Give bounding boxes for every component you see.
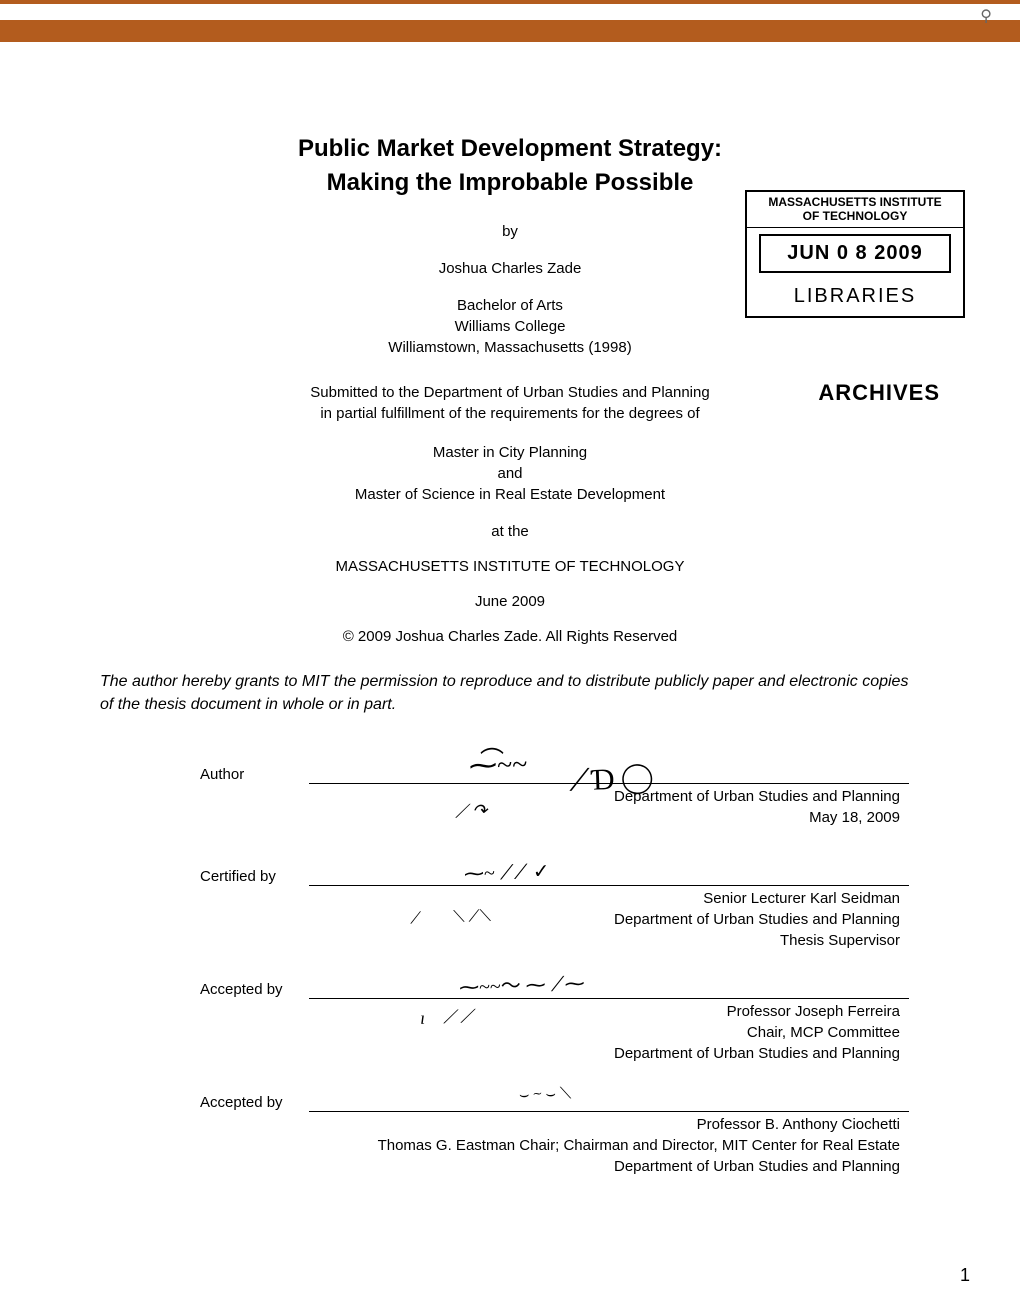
accepted2-signature-block: Accepted by ⌣ ⁓ ⌣ ⟍ Professor B. Anthony… [200, 1094, 920, 1177]
stamp-header-line2: OF TECHNOLOGY [752, 209, 958, 223]
certified-dept: Department of Urban Studies and Planning [200, 909, 900, 930]
credential-line3: Williamstown, Massachusetts (1998) [100, 337, 920, 358]
signatures-section: ⌒ Author ⁓~~ ⟋Ɗ ◯ ⟋ ↷ Department of Urba… [100, 766, 920, 1177]
handwriting-icon: ⁓~~ [469, 747, 528, 783]
certified-name: Senior Lecturer Karl Seidman [200, 888, 900, 909]
degree-text: Master in City Planning and Master of Sc… [100, 442, 920, 505]
stamp-header: MASSACHUSETTS INSTITUTE OF TECHNOLOGY [747, 192, 963, 228]
submission-line1: Submitted to the Department of Urban Stu… [100, 382, 920, 403]
certified-signature-line: ⁓~ ⟋⟋ ✓ [309, 868, 909, 886]
accepted1-dept: Department of Urban Studies and Planning [200, 1043, 900, 1064]
stamp-libraries: LIBRARIES [747, 279, 963, 316]
certified-role: Thesis Supervisor [200, 930, 900, 951]
accepted2-title: Thomas G. Eastman Chair; Chairman and Di… [200, 1135, 900, 1156]
author-signature-details: Department of Urban Studies and Planning… [200, 786, 920, 828]
credential-line2: Williams College [100, 316, 920, 337]
title-line1: Public Market Development Strategy: [100, 132, 920, 166]
accepted2-label: Accepted by [200, 1094, 305, 1111]
handwriting-icon: ⟋ ⟍ ⟋⟍ [410, 902, 492, 929]
accepted1-name: Professor Joseph Ferreira [200, 1001, 900, 1022]
top-divider [0, 0, 1020, 4]
handwriting-icon: ⁓~ ⟋⟋ ✓ [464, 858, 550, 886]
institution: MASSACHUSETTS INSTITUTE OF TECHNOLOGY [100, 558, 920, 575]
at-the: at the [100, 523, 920, 540]
accepted2-signature-line: ⌣ ⁓ ⌣ ⟍ [309, 1094, 909, 1112]
author-label: Author [200, 766, 305, 783]
certified-signature-block: Certified by ⁓~ ⟋⟋ ✓ ⟋ ⟍ ⟋⟍ Senior Lectu… [200, 868, 920, 951]
handwriting-icon: ⟋Ɗ ◯ [569, 762, 654, 799]
author-signature-line: ⁓~~ ⟋Ɗ ◯ [309, 766, 909, 784]
certified-label: Certified by [200, 868, 305, 885]
permission-statement: The author hereby grants to MIT the perm… [100, 671, 920, 716]
accepted2-signature-details: Professor B. Anthony Ciochetti Thomas G.… [200, 1114, 920, 1177]
accepted2-dept: Department of Urban Studies and Planning [200, 1156, 900, 1177]
handwriting-icon: ⟋ ↷ [455, 800, 488, 822]
orange-band [0, 20, 1020, 42]
handwriting-icon: ⌣ ⁓ ⌣ ⟍ [519, 1085, 572, 1105]
degree-line3: Master of Science in Real Estate Develop… [100, 484, 920, 505]
author-signature-block: ⌒ Author ⁓~~ ⟋Ɗ ◯ ⟋ ↷ Department of Urba… [200, 766, 920, 828]
stamp-date: JUN 0 8 2009 [759, 234, 951, 273]
degree-line2: and [100, 463, 920, 484]
submission-text: Submitted to the Department of Urban Stu… [100, 382, 920, 424]
accepted1-title: Chair, MCP Committee [200, 1022, 900, 1043]
accepted1-signature-block: Accepted by ⁓~~～ ⁓ ⟋⁓ ı ⟋ ⟋ Professor Jo… [200, 981, 920, 1064]
author-dept: Department of Urban Studies and Planning [200, 786, 900, 807]
stamp-header-line1: MASSACHUSETTS INSTITUTE [752, 195, 958, 209]
archives-stamp: ARCHIVES [818, 380, 940, 406]
corner-mark: ⚲ [980, 6, 992, 26]
degree-line1: Master in City Planning [100, 442, 920, 463]
certified-signature-details: Senior Lecturer Karl Seidman Department … [200, 888, 920, 951]
accepted2-name: Professor B. Anthony Ciochetti [200, 1114, 900, 1135]
handwriting-icon: ı ⟋ ⟋ [420, 1002, 474, 1030]
author-date: May 18, 2009 [200, 807, 900, 828]
accepted1-label: Accepted by [200, 981, 305, 998]
library-stamp: MASSACHUSETTS INSTITUTE OF TECHNOLOGY JU… [745, 190, 965, 318]
thesis-date: June 2009 [100, 593, 920, 610]
copyright: © 2009 Joshua Charles Zade. All Rights R… [100, 628, 920, 645]
accepted1-signature-line: ⁓~~～ ⁓ ⟋⁓ [309, 981, 909, 999]
accepted1-signature-details: Professor Joseph Ferreira Chair, MCP Com… [200, 1001, 920, 1064]
submission-line2: in partial fulfillment of the requiremen… [100, 403, 920, 424]
page-number: 1 [960, 1265, 970, 1286]
handwriting-icon: ⁓~~～ ⁓ ⟋⁓ [459, 967, 586, 1000]
